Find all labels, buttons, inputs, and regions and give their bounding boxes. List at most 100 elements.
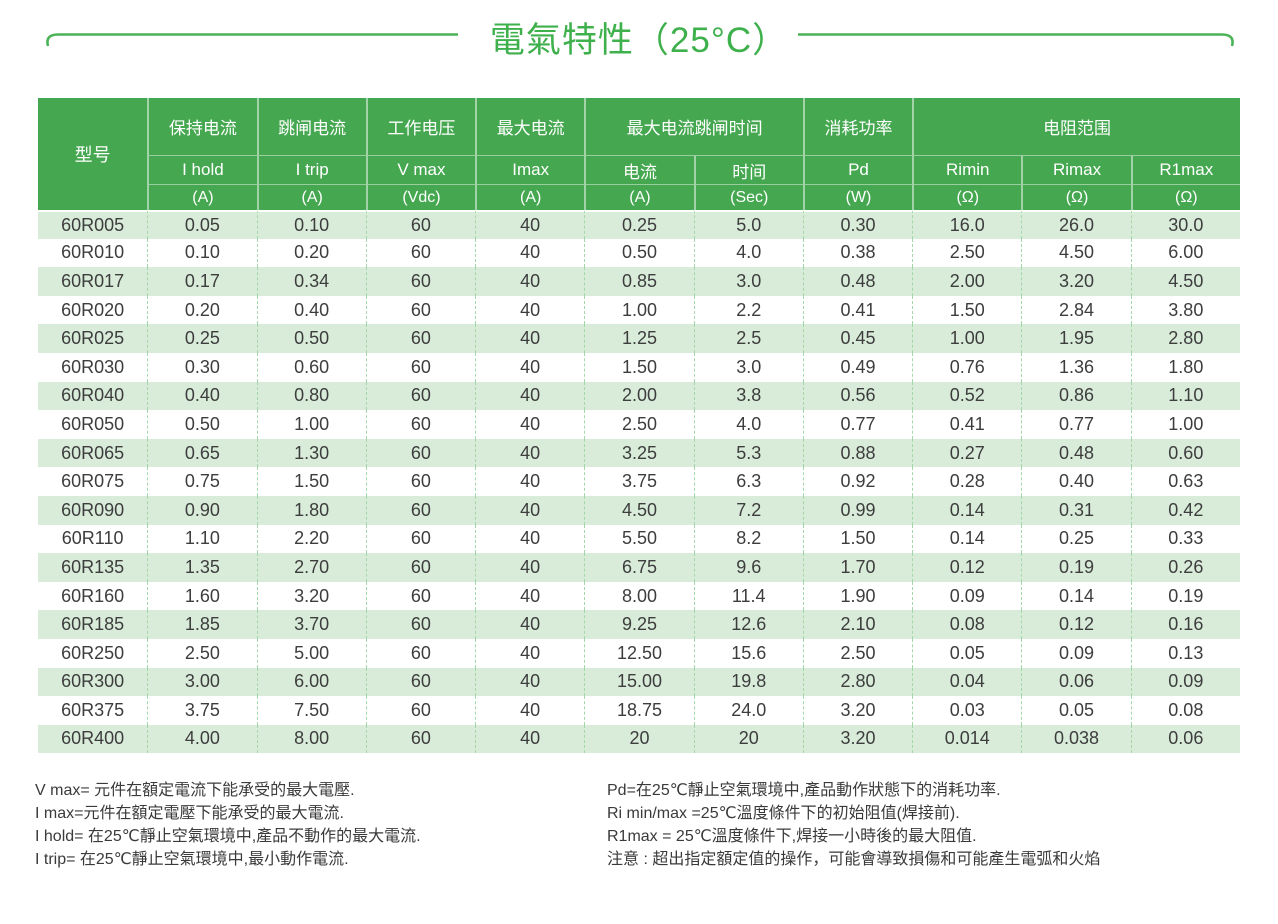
- value-cell: 1.00: [912, 324, 1022, 353]
- value-cell: 60: [365, 410, 476, 439]
- value-cell: 1.35: [147, 553, 257, 582]
- value-cell: 0.08: [1130, 696, 1240, 725]
- value-cell: 6.75: [584, 553, 694, 582]
- value-cell: 60: [365, 667, 476, 697]
- value-cell: 2.00: [584, 381, 694, 411]
- page-title: 電氣特性（25°C）: [489, 21, 789, 60]
- value-cell: 3.25: [584, 438, 694, 468]
- footnote-line: V max= 元件在額定電流下能承受的最大電壓.: [35, 782, 355, 799]
- value-cell: 11.4: [693, 581, 803, 611]
- value-cell: 0.12: [1021, 610, 1131, 639]
- value-cell: 60: [365, 553, 476, 582]
- value-cell: 0.60: [1130, 438, 1240, 468]
- footnote-line: Pd=在25℃靜止空氣環境中,產品動作狀態下的消耗功率.: [607, 782, 1001, 799]
- value-cell: 0.40: [1021, 467, 1131, 496]
- spec-table-container: 型号 保持电流 跳闸电流 工作电压 最大电流 最大电流跳闸时间 消耗功率 电阻范…: [38, 98, 1240, 754]
- value-cell: 0.31: [1021, 495, 1131, 525]
- value-cell: 1.00: [256, 410, 366, 439]
- value-cell: 40: [475, 495, 585, 525]
- value-cell: 3.00: [147, 667, 257, 697]
- header-sym-r1max: R1max: [1130, 155, 1240, 184]
- value-cell: 0.42: [1130, 495, 1240, 525]
- value-cell: 60: [365, 581, 476, 611]
- value-cell: 2.50: [802, 638, 913, 668]
- value-cell: 40: [475, 410, 585, 439]
- value-cell: 0.20: [147, 295, 257, 325]
- value-cell: 1.10: [147, 524, 257, 554]
- value-cell: 2.00: [912, 267, 1022, 296]
- value-cell: 40: [475, 696, 585, 725]
- value-cell: 0.50: [147, 410, 257, 439]
- header-sym-itrip: I trip: [256, 155, 366, 184]
- footnotes-left: V max= 元件在額定電流下能承受的最大電壓. I max=元件在額定電壓下能承…: [35, 779, 600, 871]
- value-cell: 2.50: [584, 410, 694, 439]
- value-cell: 2.50: [912, 238, 1022, 268]
- value-cell: 2.50: [147, 638, 257, 668]
- value-cell: 3.0: [693, 352, 803, 382]
- table-row: 60R090 0.90 1.80 60 40 4.50 7.2 0.99 0.14 0.31 0.4…: [38, 495, 1240, 525]
- value-cell: 60: [365, 467, 476, 496]
- value-cell: 40: [475, 238, 585, 268]
- value-cell: 0.41: [802, 295, 913, 325]
- value-cell: 2.5: [693, 324, 803, 353]
- table-row: 60R017 0.17 0.34 60 40 0.85 3.0 0.48 2.00 3.20 4.5…: [38, 267, 1240, 296]
- value-cell: 4.0: [693, 410, 803, 439]
- value-cell: 26.0: [1021, 210, 1131, 239]
- value-cell: 60: [365, 324, 476, 353]
- value-cell: 60: [365, 352, 476, 382]
- value-cell: 0.14: [1021, 581, 1131, 611]
- model-cell: 60R050: [38, 410, 148, 439]
- model-cell: 60R300: [38, 667, 148, 697]
- value-cell: 60: [365, 210, 476, 239]
- value-cell: 0.80: [256, 381, 366, 411]
- header-sym-imax: Imax: [475, 155, 585, 184]
- value-cell: 0.19: [1021, 553, 1131, 582]
- value-cell: 40: [475, 724, 585, 754]
- value-cell: 3.20: [1021, 267, 1131, 296]
- table-row: 60R110 1.10 2.20 60 40 5.50 8.2 1.50 0.14 0.25 0.3…: [38, 524, 1240, 554]
- title-rule-right: [798, 33, 1234, 47]
- model-cell: 60R020: [38, 295, 148, 325]
- value-cell: 0.76: [912, 352, 1022, 382]
- header-row-groups: 型号 保持电流 跳闸电流 工作电压 最大电流 最大电流跳闸时间 消耗功率 电阻范…: [38, 98, 1240, 210]
- value-cell: 60: [365, 638, 476, 668]
- value-cell: 0.09: [912, 581, 1022, 611]
- value-cell: 7.2: [693, 495, 803, 525]
- value-cell: 0.65: [147, 438, 257, 468]
- value-cell: 40: [475, 667, 585, 697]
- table-row: 60R065 0.65 1.30 60 40 3.25 5.3 0.88 0.27 0.48 0.6…: [38, 438, 1240, 468]
- value-cell: 1.10: [1130, 381, 1240, 411]
- footnote-line: R1max = 25℃溫度條件下,焊接一小時後的最大阻值.: [607, 828, 977, 845]
- value-cell: 0.77: [1021, 410, 1131, 439]
- header-unit-rimax: (Ω): [1021, 184, 1131, 210]
- value-cell: 20: [584, 724, 694, 754]
- value-cell: 1.90: [802, 581, 913, 611]
- model-cell: 60R250: [38, 638, 148, 668]
- value-cell: 2.2: [693, 295, 803, 325]
- value-cell: 0.60: [256, 352, 366, 382]
- value-cell: 0.09: [1130, 667, 1240, 697]
- table-row: 60R250 2.50 5.00 60 40 12.50 15.6 2.50 0.05 0.09 0…: [38, 638, 1240, 668]
- table-row: 60R300 3.00 6.00 60 40 15.00 19.8 2.80 0.04 0.06 0…: [38, 667, 1240, 697]
- table-row: 60R040 0.40 0.80 60 40 2.00 3.8 0.56 0.52 0.86 1.1…: [38, 381, 1240, 411]
- value-cell: 3.20: [802, 696, 913, 725]
- footnotes-right: Pd=在25℃靜止空氣環境中,產品動作狀態下的消耗功率. Ri min/max =…: [607, 779, 1272, 871]
- value-cell: 60: [365, 495, 476, 525]
- header-max-trip-time-group: 最大电流跳闸时间: [584, 98, 803, 155]
- value-cell: 1.00: [1130, 410, 1240, 439]
- table-row: 60R020 0.20 0.40 60 40 1.00 2.2 0.41 1.50 2.84 3.8…: [38, 295, 1240, 325]
- value-cell: 2.70: [256, 553, 366, 582]
- value-cell: 0.88: [802, 438, 913, 468]
- value-cell: 2.80: [802, 667, 913, 697]
- value-cell: 40: [475, 267, 585, 296]
- value-cell: 8.00: [256, 724, 366, 754]
- value-cell: 0.05: [1021, 696, 1131, 725]
- value-cell: 9.25: [584, 610, 694, 639]
- header-trip-current: 跳闸电流: [256, 98, 366, 155]
- table-body: 60R005 0.05 0.10 60 40 0.25 5.0 0.30 16.0 26.0 30.…: [38, 210, 1240, 754]
- value-cell: 3.75: [147, 696, 257, 725]
- table-row: 60R030 0.30 0.60 60 40 1.50 3.0 0.49 0.76 1.36 1.8…: [38, 352, 1240, 382]
- value-cell: 3.8: [693, 381, 803, 411]
- value-cell: 40: [475, 210, 585, 239]
